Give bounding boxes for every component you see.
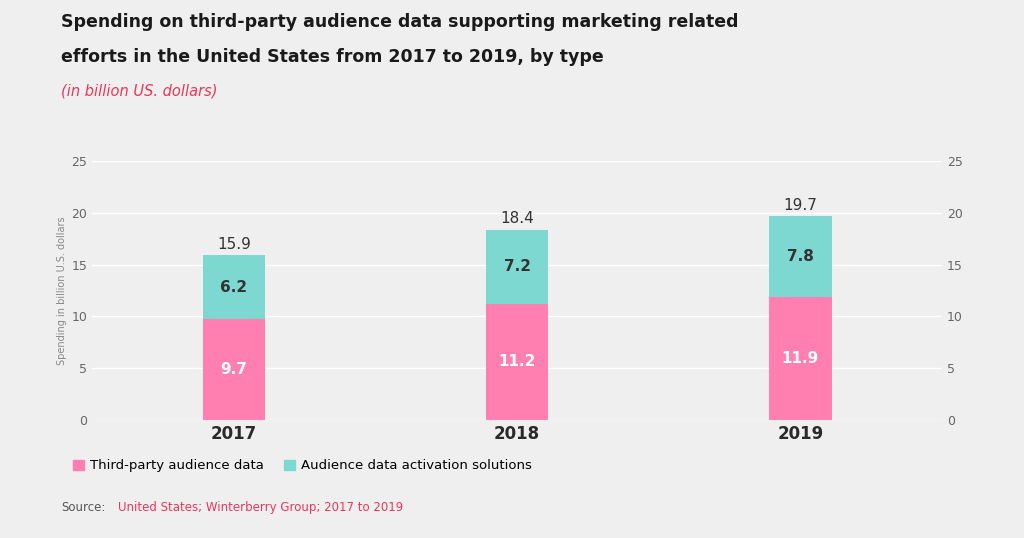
- Text: 11.9: 11.9: [781, 351, 819, 366]
- Bar: [203, 320, 265, 420]
- Text: 18.4: 18.4: [501, 211, 534, 226]
- Text: 7.2: 7.2: [504, 259, 530, 274]
- Bar: [203, 256, 265, 320]
- Text: 9.7: 9.7: [220, 362, 247, 377]
- Bar: [486, 230, 548, 304]
- Y-axis label: Spending in billion U.S. dollars: Spending in billion U.S. dollars: [57, 216, 68, 365]
- Legend: Third-party audience data, Audience data activation solutions: Third-party audience data, Audience data…: [68, 454, 538, 478]
- Text: 15.9: 15.9: [217, 237, 251, 252]
- Text: efforts in the United States from 2017 to 2019, by type: efforts in the United States from 2017 t…: [61, 48, 604, 66]
- Text: 11.2: 11.2: [499, 355, 536, 369]
- Bar: [769, 297, 831, 420]
- Text: (in billion US. dollars): (in billion US. dollars): [61, 83, 218, 98]
- Text: United States; Winterberry Group; 2017 to 2019: United States; Winterberry Group; 2017 t…: [118, 501, 403, 514]
- Bar: [486, 304, 548, 420]
- Text: 19.7: 19.7: [783, 197, 817, 213]
- Text: Source:: Source:: [61, 501, 105, 514]
- Text: Spending on third-party audience data supporting marketing related: Spending on third-party audience data su…: [61, 13, 739, 31]
- Text: 7.8: 7.8: [787, 249, 814, 264]
- Text: 6.2: 6.2: [220, 280, 248, 295]
- Bar: [769, 216, 831, 297]
